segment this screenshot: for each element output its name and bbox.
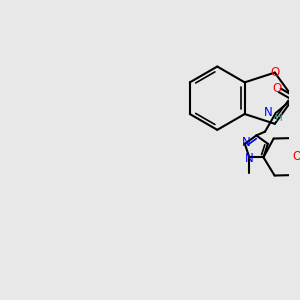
Text: N: N [242,136,251,149]
Text: O: O [272,82,281,95]
Text: N: N [245,152,254,165]
Text: O: O [270,66,279,79]
Text: N: N [264,106,272,119]
Text: H: H [275,113,283,123]
Text: O: O [292,150,300,163]
